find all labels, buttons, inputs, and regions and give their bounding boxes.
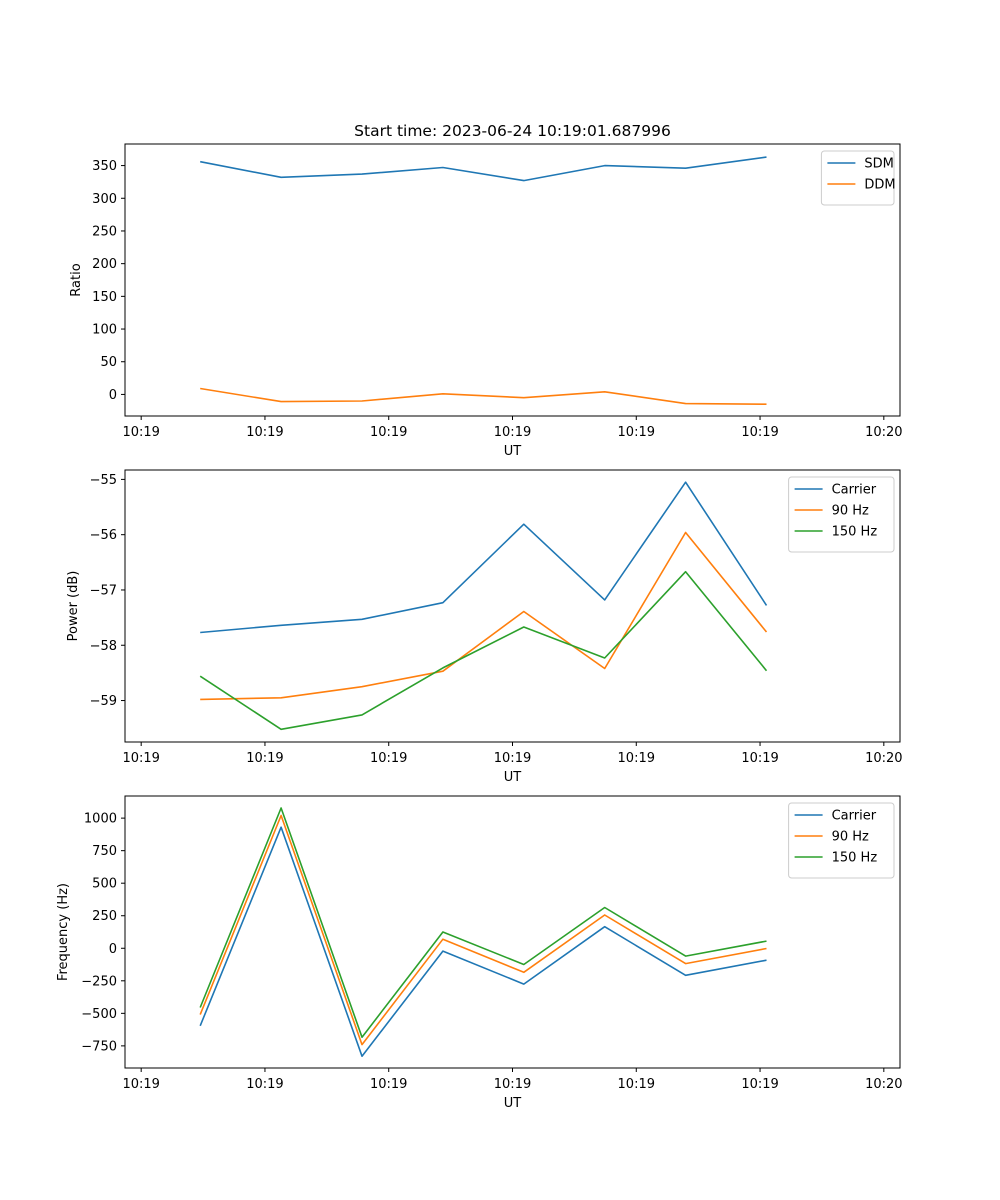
frequency-x-tick-label: 10:19 bbox=[370, 1077, 407, 1092]
frequency-series-line-150-hz bbox=[199, 807, 767, 1038]
power-x-tick-label: 10:19 bbox=[122, 751, 159, 766]
frequency-y-tick-label: −500 bbox=[81, 1007, 117, 1022]
power-x-tick-label: 10:19 bbox=[246, 751, 283, 766]
frequency-legend-label: 90 Hz bbox=[832, 830, 869, 845]
power-legend-label: Carrier bbox=[832, 483, 877, 498]
ratio-x-tick-label: 10:19 bbox=[246, 425, 283, 440]
frequency-y-tick-label: 250 bbox=[92, 909, 117, 924]
ratio-y-tick-label: 150 bbox=[92, 290, 117, 305]
power-legend-label: 150 Hz bbox=[832, 525, 878, 540]
frequency-y-tick-label: 1000 bbox=[84, 812, 117, 827]
power-legend: Carrier 90 Hz 150 Hz bbox=[788, 476, 895, 553]
ratio-series-line-ddm bbox=[200, 387, 767, 405]
power-x-axis-label: UT bbox=[504, 770, 522, 785]
ratio-series-line-sdm bbox=[200, 156, 767, 182]
frequency-legend-label: Carrier bbox=[832, 809, 877, 824]
ratio-y-tick-label: 300 bbox=[92, 192, 117, 207]
ratio-x-tick-label: 10:19 bbox=[618, 425, 655, 440]
frequency-x-tick-label: 10:19 bbox=[122, 1077, 159, 1092]
ratio-y-tick-label: 50 bbox=[100, 355, 117, 370]
frequency-x-tick-label: 10:19 bbox=[741, 1077, 778, 1092]
frequency-y-axis-label: Frequency (Hz) bbox=[56, 883, 71, 981]
power-series-line-90-hz bbox=[200, 531, 768, 701]
ratio-panel: 10:19 10:19 10:19 10:19 10:19 10:19 10:20 0 50 10… bbox=[69, 143, 903, 459]
ratio-x-axis-label: UT bbox=[504, 444, 522, 459]
frequency-panel: 10:19 10:19 10:19 10:19 10:19 10:19 10:20 −750 −… bbox=[56, 795, 903, 1111]
frequency-series-line-carrier bbox=[199, 826, 767, 1057]
power-x-tick-label: 10:20 bbox=[865, 751, 902, 766]
power-y-tick-label: −57 bbox=[90, 583, 117, 598]
frequency-y-tick-label: 0 bbox=[109, 942, 117, 957]
frequency-x-tick-label: 10:19 bbox=[618, 1077, 655, 1092]
power-series-line-carrier bbox=[200, 481, 768, 634]
power-legend-box bbox=[788, 476, 895, 553]
power-series-line-150-hz bbox=[199, 570, 768, 731]
ratio-x-tick-label: 10:19 bbox=[370, 425, 407, 440]
ratio-y-tick-label: 200 bbox=[92, 257, 117, 272]
frequency-series-line-90-hz bbox=[199, 814, 767, 1046]
frequency-y-tick-label: −250 bbox=[81, 974, 117, 989]
frequency-legend-box bbox=[788, 802, 895, 879]
ratio-legend-label: SDM bbox=[864, 157, 893, 172]
ratio-y-tick-label: 100 bbox=[92, 323, 117, 338]
frequency-y-tick-label: 500 bbox=[92, 877, 117, 892]
power-y-axis-label: Power (dB) bbox=[66, 571, 81, 642]
power-y-tick-label: −58 bbox=[90, 639, 117, 654]
ratio-x-tick-label: 10:20 bbox=[865, 425, 902, 440]
power-y-tick-label: −59 bbox=[90, 694, 117, 709]
frequency-legend-label: 150 Hz bbox=[832, 851, 878, 866]
figure-title: Start time: 2023-06-24 10:19:01.687996 bbox=[354, 122, 671, 140]
panels: 10:19 10:19 10:19 10:19 10:19 10:19 10:20 0 50 10… bbox=[56, 143, 903, 1111]
power-x-tick-label: 10:19 bbox=[741, 751, 778, 766]
power-y-tick-label: −55 bbox=[90, 473, 117, 488]
power-y-tick-label: −56 bbox=[90, 528, 117, 543]
ratio-x-tick-label: 10:19 bbox=[741, 425, 778, 440]
frequency-x-axis-label: UT bbox=[504, 1096, 522, 1111]
ratio-legend-box bbox=[820, 150, 895, 206]
power-x-tick-label: 10:19 bbox=[494, 751, 531, 766]
frequency-x-tick-label: 10:19 bbox=[246, 1077, 283, 1092]
ratio-y-tick-label: 0 bbox=[109, 388, 117, 403]
ratio-y-axis-label: Ratio bbox=[69, 263, 84, 296]
power-x-tick-label: 10:19 bbox=[370, 751, 407, 766]
frequency-x-tick-label: 10:20 bbox=[865, 1077, 902, 1092]
power-panel: 10:19 10:19 10:19 10:19 10:19 10:19 10:20 −59 −5… bbox=[66, 469, 903, 785]
ratio-legend-label: DDM bbox=[864, 178, 895, 193]
ratio-x-tick-label: 10:19 bbox=[494, 425, 531, 440]
ratio-y-tick-label: 350 bbox=[92, 159, 117, 174]
frequency-y-tick-label: 750 bbox=[92, 844, 117, 859]
power-x-tick-label: 10:19 bbox=[618, 751, 655, 766]
frequency-x-tick-label: 10:19 bbox=[494, 1077, 531, 1092]
power-legend-label: 90 Hz bbox=[832, 504, 869, 519]
frequency-y-tick-label: −750 bbox=[81, 1039, 117, 1054]
ratio-legend: SDM DDM bbox=[820, 150, 896, 206]
frequency-legend: Carrier 90 Hz 150 Hz bbox=[788, 802, 895, 879]
ratio-y-tick-label: 250 bbox=[92, 224, 117, 239]
ratio-x-tick-label: 10:19 bbox=[122, 425, 159, 440]
